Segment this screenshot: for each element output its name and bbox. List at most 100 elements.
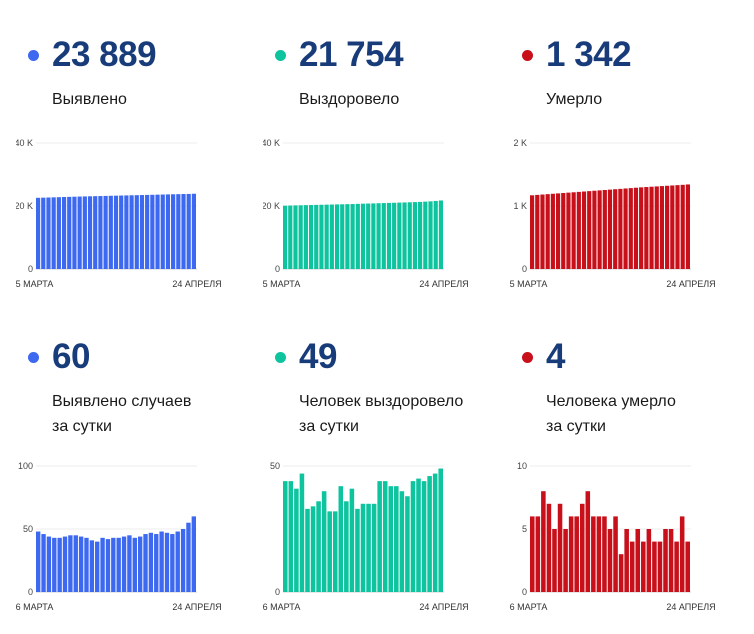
- bar[interactable]: [432, 473, 438, 592]
- bar[interactable]: [95, 541, 100, 592]
- bar[interactable]: [165, 194, 171, 269]
- bar[interactable]: [428, 201, 433, 269]
- bar[interactable]: [324, 204, 329, 269]
- bar[interactable]: [98, 196, 103, 269]
- bar[interactable]: [124, 195, 129, 269]
- bar[interactable]: [349, 488, 355, 592]
- bar[interactable]: [639, 187, 644, 269]
- bar[interactable]: [685, 184, 690, 269]
- bar[interactable]: [355, 203, 360, 269]
- bar[interactable]: [602, 190, 607, 269]
- bar[interactable]: [394, 486, 399, 592]
- bar[interactable]: [329, 204, 334, 269]
- bar[interactable]: [624, 529, 629, 592]
- bar[interactable]: [607, 529, 613, 592]
- bar[interactable]: [176, 194, 181, 269]
- bar[interactable]: [51, 197, 56, 269]
- bar[interactable]: [132, 537, 137, 592]
- bar[interactable]: [67, 196, 72, 269]
- bar[interactable]: [579, 503, 585, 592]
- bar[interactable]: [303, 205, 308, 269]
- bar[interactable]: [635, 529, 641, 592]
- bar[interactable]: [563, 529, 568, 592]
- bar[interactable]: [321, 491, 327, 592]
- bar[interactable]: [93, 196, 98, 269]
- bar[interactable]: [148, 532, 154, 592]
- bar[interactable]: [360, 203, 366, 269]
- bar[interactable]: [366, 203, 371, 269]
- bar[interactable]: [164, 532, 170, 592]
- bar[interactable]: [299, 473, 305, 592]
- bar[interactable]: [308, 205, 314, 269]
- bar[interactable]: [62, 536, 68, 592]
- bar[interactable]: [52, 537, 57, 592]
- bar[interactable]: [654, 186, 659, 269]
- bar[interactable]: [283, 205, 288, 269]
- bar[interactable]: [319, 204, 324, 269]
- bar[interactable]: [72, 196, 77, 269]
- bar[interactable]: [407, 202, 412, 269]
- bar[interactable]: [298, 205, 303, 269]
- bar[interactable]: [680, 184, 685, 269]
- bar[interactable]: [613, 189, 618, 269]
- bar[interactable]: [100, 537, 105, 592]
- bar[interactable]: [641, 541, 646, 592]
- bar[interactable]: [652, 541, 657, 592]
- bar[interactable]: [540, 194, 545, 269]
- bar[interactable]: [327, 511, 332, 592]
- bar[interactable]: [332, 511, 338, 592]
- bar[interactable]: [438, 200, 443, 269]
- bar[interactable]: [618, 554, 624, 592]
- bar[interactable]: [145, 194, 150, 269]
- bar[interactable]: [438, 468, 443, 592]
- bar[interactable]: [181, 194, 186, 269]
- bar[interactable]: [405, 496, 410, 592]
- bar[interactable]: [410, 481, 416, 592]
- bar[interactable]: [555, 193, 561, 269]
- bar[interactable]: [78, 536, 84, 592]
- bar[interactable]: [382, 481, 388, 592]
- bar[interactable]: [108, 195, 113, 269]
- bar[interactable]: [82, 196, 87, 269]
- bar[interactable]: [602, 516, 607, 592]
- bar[interactable]: [73, 535, 78, 592]
- bar[interactable]: [134, 195, 139, 269]
- bar[interactable]: [674, 541, 679, 592]
- bar[interactable]: [397, 202, 402, 269]
- bar[interactable]: [399, 491, 405, 592]
- bar[interactable]: [670, 185, 675, 269]
- bar[interactable]: [46, 197, 51, 270]
- bar[interactable]: [288, 481, 294, 592]
- bar[interactable]: [57, 537, 62, 592]
- bar[interactable]: [668, 529, 674, 592]
- bar[interactable]: [186, 193, 191, 269]
- bar[interactable]: [657, 541, 663, 592]
- bar[interactable]: [685, 541, 690, 592]
- bar[interactable]: [587, 191, 592, 269]
- bar[interactable]: [36, 531, 41, 592]
- bar[interactable]: [305, 508, 310, 592]
- bar[interactable]: [530, 516, 535, 592]
- bar[interactable]: [334, 204, 340, 269]
- bar[interactable]: [557, 503, 563, 592]
- bar[interactable]: [338, 486, 344, 592]
- bar[interactable]: [345, 204, 350, 269]
- bar[interactable]: [46, 536, 52, 592]
- bar[interactable]: [381, 203, 386, 269]
- bar[interactable]: [412, 202, 418, 269]
- bar[interactable]: [355, 508, 360, 592]
- bar[interactable]: [310, 506, 316, 592]
- bar[interactable]: [170, 534, 175, 592]
- bar[interactable]: [139, 195, 145, 269]
- bar[interactable]: [607, 189, 613, 269]
- bar[interactable]: [56, 197, 61, 269]
- bar[interactable]: [659, 186, 665, 269]
- bar[interactable]: [416, 478, 421, 592]
- bar[interactable]: [121, 536, 127, 592]
- bar[interactable]: [427, 476, 432, 592]
- bar[interactable]: [366, 503, 371, 592]
- bar[interactable]: [581, 191, 587, 269]
- bar[interactable]: [68, 535, 73, 592]
- bar[interactable]: [629, 541, 635, 592]
- bar[interactable]: [77, 196, 82, 269]
